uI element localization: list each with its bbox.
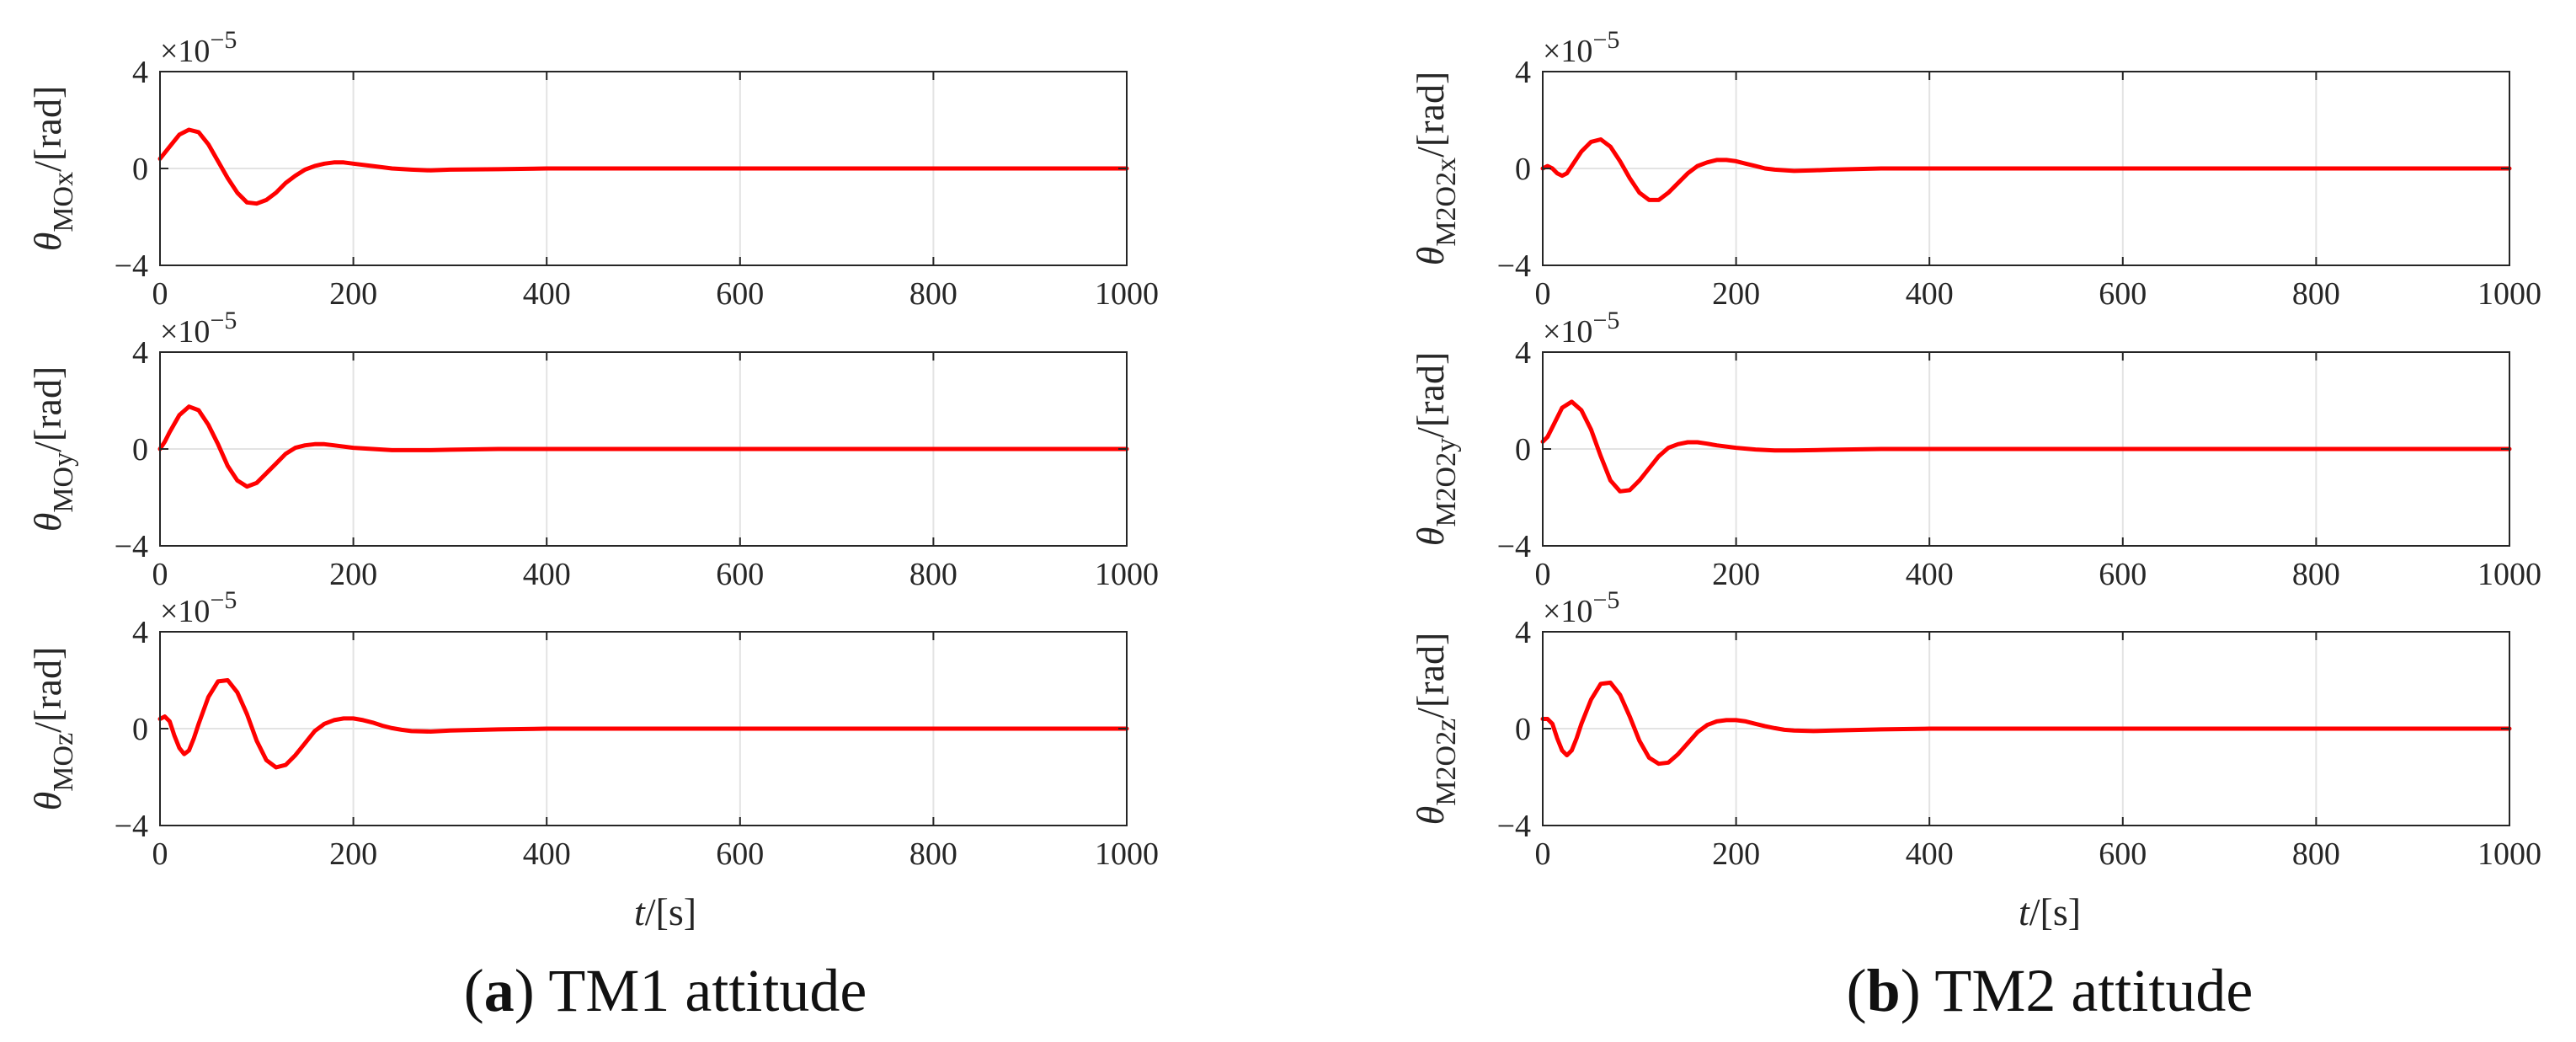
panel-b-3-ytick-label: 0 xyxy=(1515,712,1531,747)
panel-a-3-series-line xyxy=(157,678,1129,770)
panel-a-1-xtick-label: 0 xyxy=(152,276,168,312)
panel-b-1-ytick-label: 0 xyxy=(1515,152,1531,187)
panel-a-1-scale-label: ×10−5 xyxy=(160,26,237,69)
panel-b-3-series-line xyxy=(1540,680,2512,767)
panel-a-2-y-axis-label: θMOy/[rad] xyxy=(26,366,79,532)
panel-a-1-xtick-label: 1000 xyxy=(1095,276,1159,312)
panel-a-1-ytick-label: 4 xyxy=(132,55,148,90)
panel-b-1-xtick-label: 400 xyxy=(1906,276,1954,312)
panel-a-2-xtick-label: 600 xyxy=(716,557,764,592)
panel-b-3-y-axis-label: θM2O2z/[rad] xyxy=(1409,633,1462,826)
panel-a-3-xtick-label: 400 xyxy=(523,836,571,872)
panel-a-1-xtick-label: 200 xyxy=(329,276,377,312)
panel-b-3-scale-label: ×10−5 xyxy=(1543,586,1619,629)
panel-a-1-y-axis-label: θMOx/[rad] xyxy=(26,86,79,252)
panel-a-3-xtick-label: 0 xyxy=(152,836,168,872)
panel-a-1-xtick-label: 800 xyxy=(909,276,957,312)
caption-b: (b) TM2 attitude xyxy=(1847,957,2253,1024)
panel-b-1-xtick-label: 200 xyxy=(1712,276,1760,312)
panel-b-1-scale-label: ×10−5 xyxy=(1543,26,1619,69)
panel-a-3-xtick-label: 1000 xyxy=(1095,836,1159,872)
caption-a: (a) TM1 attitude xyxy=(464,957,867,1024)
panel-a-3-scale-label: ×10−5 xyxy=(160,586,237,629)
panel-a-1-series-line xyxy=(157,127,1129,206)
panel-b-3-xtick-label: 800 xyxy=(2292,836,2340,872)
panel-b-2-xtick-label: 600 xyxy=(2099,557,2147,592)
panel-b-2-y-axis-label: θM2O2y/[rad] xyxy=(1409,352,1462,547)
panel-a-2-xtick-label: 1000 xyxy=(1095,557,1159,592)
panel-a-2-xtick-label: 0 xyxy=(152,557,168,592)
panel-a-3-ytick-label: 0 xyxy=(132,712,148,747)
panel-b-3-xtick-label: 600 xyxy=(2099,836,2147,872)
panel-a-2-xtick-label: 400 xyxy=(523,557,571,592)
x-axis-label-b: t/[s] xyxy=(2019,890,2081,933)
panel-a-3-ytick-label: −4 xyxy=(115,809,148,844)
panel-b-2-xtick-label: 800 xyxy=(2292,557,2340,592)
panel-b-2-series-line xyxy=(1540,399,2512,494)
panel-b-1-xtick-label: 600 xyxy=(2099,276,2147,312)
panel-a-2-series-line xyxy=(157,404,1129,489)
panel-b-2-xtick-label: 1000 xyxy=(2477,557,2541,592)
panel-a-3-ytick-label: 4 xyxy=(132,615,148,650)
panel-a-3-y-axis-label: θMOz/[rad] xyxy=(26,647,79,811)
panel-a-2-scale-label: ×10−5 xyxy=(160,307,237,350)
panel-a-3-xtick-label: 200 xyxy=(329,836,377,872)
panel-b-2-xtick-label: 200 xyxy=(1712,557,1760,592)
panel-b-2-scale-label: ×10−5 xyxy=(1543,307,1619,350)
panel-b-3-xtick-label: 1000 xyxy=(2477,836,2541,872)
panel-a-3-xtick-label: 600 xyxy=(716,836,764,872)
panel-a-2-ytick-label: 0 xyxy=(132,432,148,468)
panel-b-2-xtick-label: 0 xyxy=(1535,557,1551,592)
panel-b-3-xtick-label: 400 xyxy=(1906,836,1954,872)
panel-b-1-series-line xyxy=(1540,137,2512,202)
panel-a-2-ytick-label: −4 xyxy=(115,529,148,564)
panel-a-1-ytick-label: 0 xyxy=(132,152,148,187)
panel-b-2-xtick-label: 400 xyxy=(1906,557,1954,592)
panel-a-2-xtick-label: 200 xyxy=(329,557,377,592)
panel-a-3-xtick-label: 800 xyxy=(909,836,957,872)
panel-b-3-xtick-label: 0 xyxy=(1535,836,1551,872)
x-axis-label-a: t/[s] xyxy=(634,890,696,933)
panel-a-2-xtick-label: 800 xyxy=(909,557,957,592)
panel-b-3-ytick-label: 4 xyxy=(1515,615,1531,650)
panel-b-2-ytick-label: 0 xyxy=(1515,432,1531,468)
panel-b-1-xtick-label: 0 xyxy=(1535,276,1551,312)
panel-b-1-y-axis-label: θM2O2x/[rad] xyxy=(1409,72,1462,266)
panel-a-1-xtick-label: 600 xyxy=(716,276,764,312)
panel-b-1-xtick-label: 1000 xyxy=(2477,276,2541,312)
panel-a-1-xtick-label: 400 xyxy=(523,276,571,312)
panel-a-2-ytick-label: 4 xyxy=(132,335,148,371)
panel-b-1-ytick-label: −4 xyxy=(1497,248,1531,284)
panel-b-2-ytick-label: −4 xyxy=(1497,529,1531,564)
panel-a-1-ytick-label: −4 xyxy=(115,248,148,284)
panel-b-1-xtick-label: 800 xyxy=(2292,276,2340,312)
panel-b-2-ytick-label: 4 xyxy=(1515,335,1531,371)
panel-b-3-ytick-label: −4 xyxy=(1497,809,1531,844)
panel-b-1-ytick-label: 4 xyxy=(1515,55,1531,90)
panel-b-3-xtick-label: 200 xyxy=(1712,836,1760,872)
